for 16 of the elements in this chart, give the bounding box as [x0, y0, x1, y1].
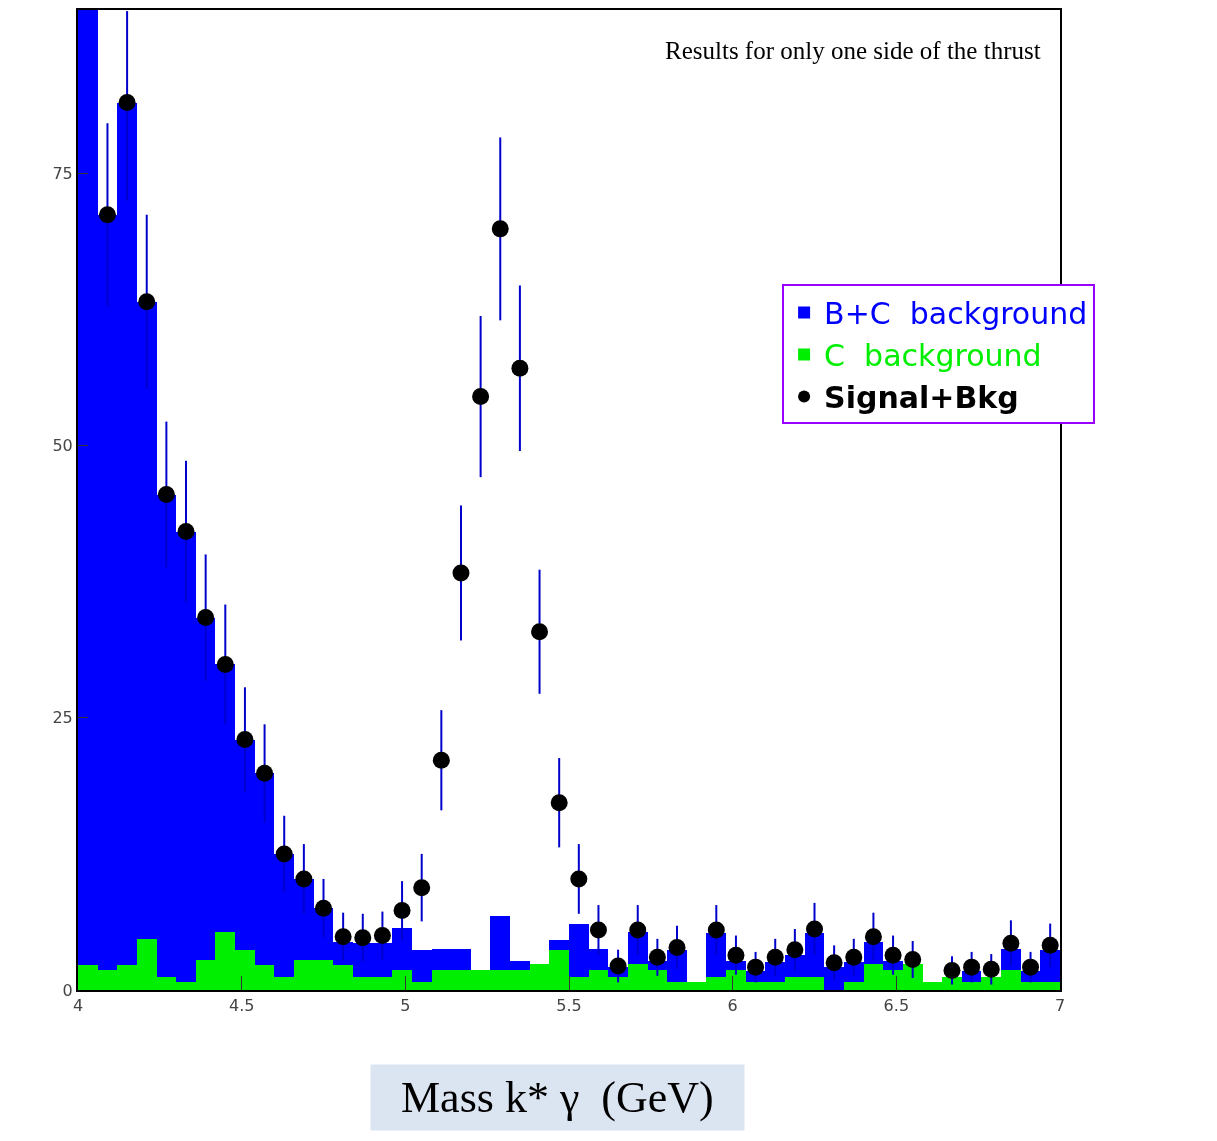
legend-label: B+C background — [824, 296, 1088, 332]
annotation: Results for only one side of the thrust — [665, 37, 1041, 64]
y-tick-label: 75 — [52, 163, 73, 183]
legend-label: C background — [824, 338, 1042, 374]
x-tick-label: 6.5 — [883, 996, 910, 1016]
y-tick-label: 50 — [52, 436, 73, 456]
x-axis-title: Mass k* γ (GeV) — [379, 1073, 736, 1122]
y-tick-label: 25 — [52, 708, 73, 728]
x-tick-label: 5.5 — [556, 996, 582, 1016]
x-tick-label: 4.5 — [228, 996, 255, 1016]
x-tick-label: 7 — [1054, 996, 1066, 1016]
x-tick-label: 4 — [72, 996, 84, 1016]
y-tick-label: 0 — [62, 980, 73, 1000]
x-tick-label: 5 — [400, 996, 411, 1016]
x-tick-label: 6 — [727, 996, 738, 1016]
legend-label: Signal+Bkg — [824, 380, 1019, 416]
